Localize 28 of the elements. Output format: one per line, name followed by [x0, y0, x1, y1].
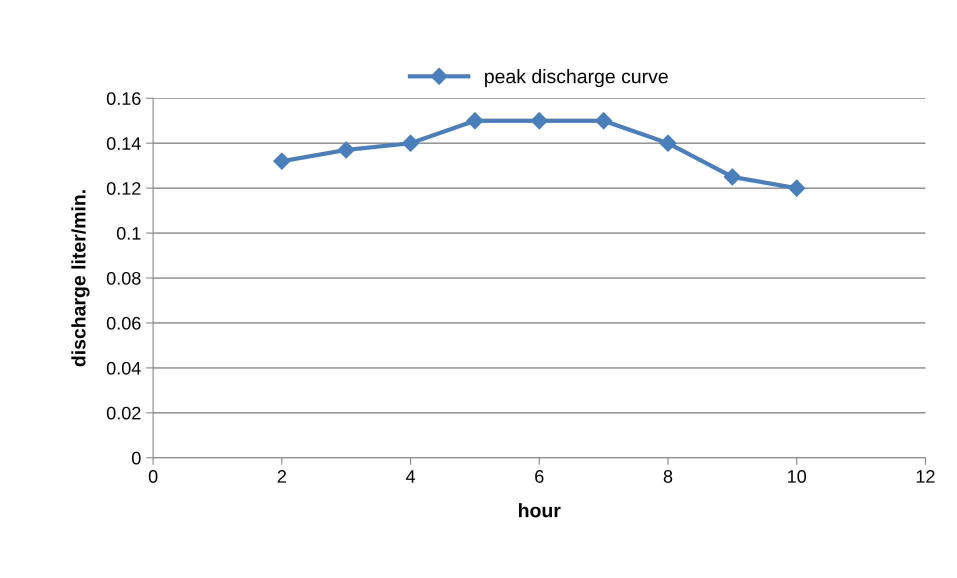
- x-tick-label: 2: [278, 470, 286, 483]
- point: [595, 112, 612, 130]
- point: [273, 152, 290, 170]
- x-tick-label: 8: [664, 470, 672, 483]
- y-axis-title: discharge liter/min.: [71, 190, 90, 366]
- x-tick-label: 10: [788, 470, 806, 483]
- y-tick-label: 0.02: [106, 406, 140, 420]
- y-tick-label: 0.06: [106, 316, 141, 330]
- point: [466, 112, 484, 130]
- legend-label: peak discharge curve: [485, 69, 668, 88]
- x-axis-title: hour: [519, 503, 561, 518]
- x-tick-label: 6: [535, 470, 544, 483]
- point: [402, 134, 420, 152]
- y-tick-label: 0.12: [106, 182, 140, 195]
- y-tick-label: 0: [132, 452, 141, 464]
- y-tick-label: 0.1: [116, 227, 140, 240]
- point: [530, 112, 548, 130]
- x-tick-label: 0: [148, 470, 158, 483]
- y-tick-label: 0.16: [106, 92, 141, 105]
- point: [788, 180, 806, 197]
- y-tick-label: 0.08: [106, 272, 141, 285]
- x-tick-label: 12: [916, 470, 935, 483]
- y-tick-label: 0.14: [106, 137, 141, 150]
- y-tick-label: 0.04: [106, 362, 141, 375]
- point: [724, 168, 741, 186]
- point: [659, 134, 677, 152]
- x-tick-label: 4: [406, 470, 416, 483]
- point: [338, 141, 355, 158]
